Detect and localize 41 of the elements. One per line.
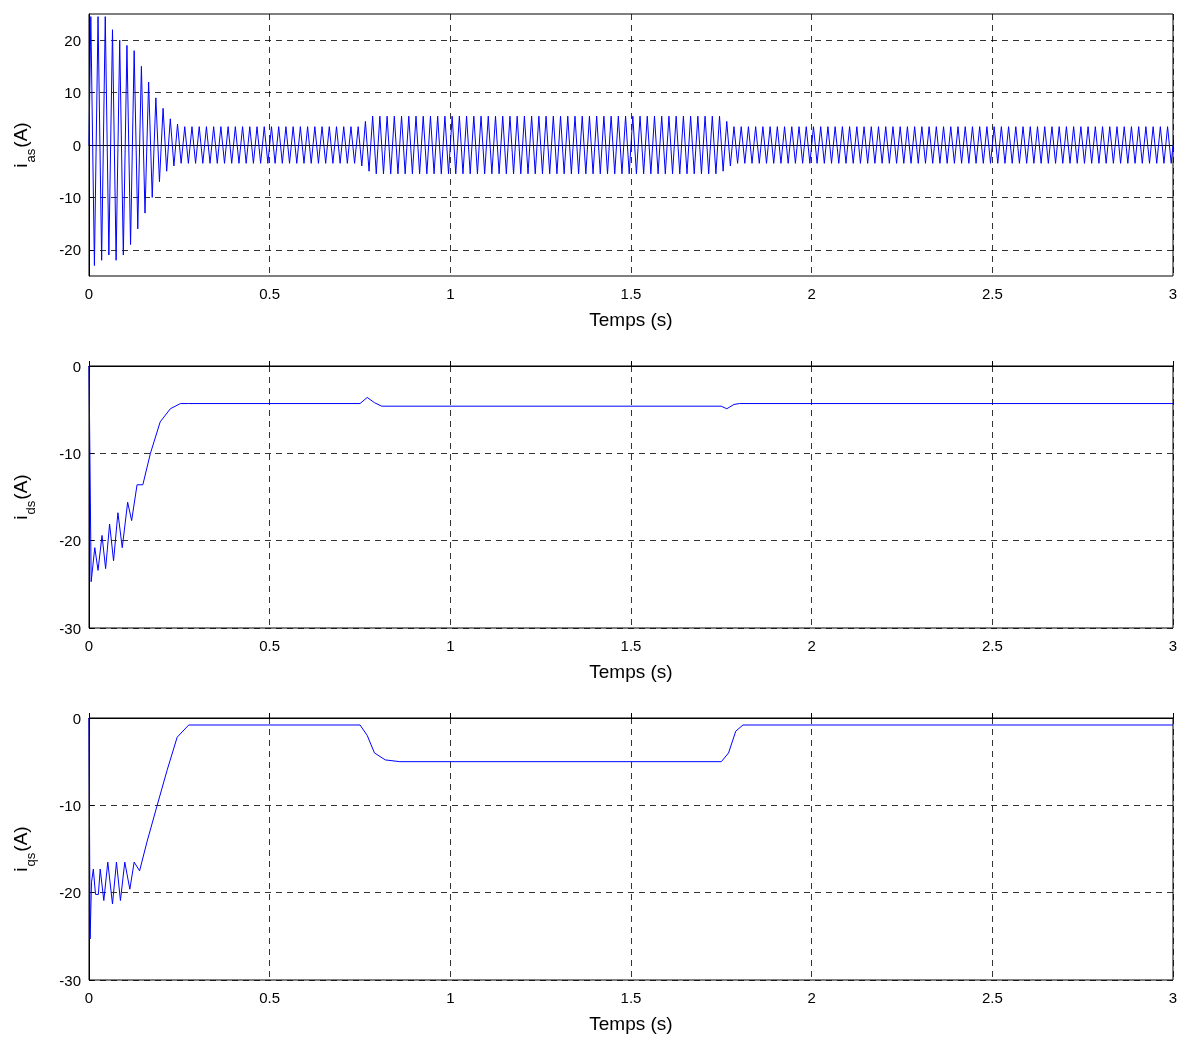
x-tick-label: 2.5 xyxy=(981,989,1003,1006)
y-tick-label: -10 xyxy=(59,796,81,814)
x-tick-label: 0 xyxy=(84,989,94,1006)
y-axis-title: ids(A) xyxy=(10,474,38,520)
x-tick-label: 1.5 xyxy=(620,989,642,1006)
y-tick-label: -20 xyxy=(59,241,81,259)
y-tick-label: 0 xyxy=(72,709,81,727)
x-tick-label: 1 xyxy=(446,989,455,1006)
x-tick-label: 0.5 xyxy=(259,285,281,302)
x-tick-label: 3 xyxy=(1168,285,1178,302)
x-tick-label: 0.5 xyxy=(259,989,281,1006)
line-series xyxy=(88,16,1174,267)
y-tick-label: 0 xyxy=(72,357,81,375)
y-tick-label: -20 xyxy=(59,884,81,902)
y-tick-label: -30 xyxy=(59,971,81,989)
y-tick-label: -10 xyxy=(59,188,81,206)
x-axis-title: Temps (s) xyxy=(589,661,673,682)
y-tick-label: 0 xyxy=(72,136,81,154)
x-tick-label: 2 xyxy=(807,989,816,1006)
x-tick-label: 0 xyxy=(84,637,94,654)
x-tick-label: 1.5 xyxy=(620,285,642,302)
y-axis-title: iqs(A) xyxy=(10,826,38,872)
x-tick-label: 2 xyxy=(807,285,816,302)
y-tick-label: -20 xyxy=(59,532,81,550)
x-tick-label: 0 xyxy=(84,285,94,302)
x-tick-label: 1 xyxy=(446,285,455,302)
x-tick-label: 3 xyxy=(1168,989,1178,1006)
y-axis-title: ias(A) xyxy=(10,122,38,168)
x-tick-label: 3 xyxy=(1168,637,1178,654)
x-tick-label: 0.5 xyxy=(259,637,281,654)
x-axis-title: Temps (s) xyxy=(589,1013,673,1034)
x-tick-label: 1 xyxy=(446,637,455,654)
x-axis-title: Temps (s) xyxy=(589,309,673,330)
x-tick-label: 2.5 xyxy=(981,637,1003,654)
y-tick-label: -10 xyxy=(59,444,81,462)
y-tick-label: 20 xyxy=(64,31,81,49)
x-tick-label: 1.5 xyxy=(620,637,642,654)
y-tick-label: 10 xyxy=(64,84,81,102)
x-tick-label: 2 xyxy=(807,637,816,654)
y-tick-label: -30 xyxy=(59,619,81,637)
x-tick-label: 2.5 xyxy=(981,285,1003,302)
